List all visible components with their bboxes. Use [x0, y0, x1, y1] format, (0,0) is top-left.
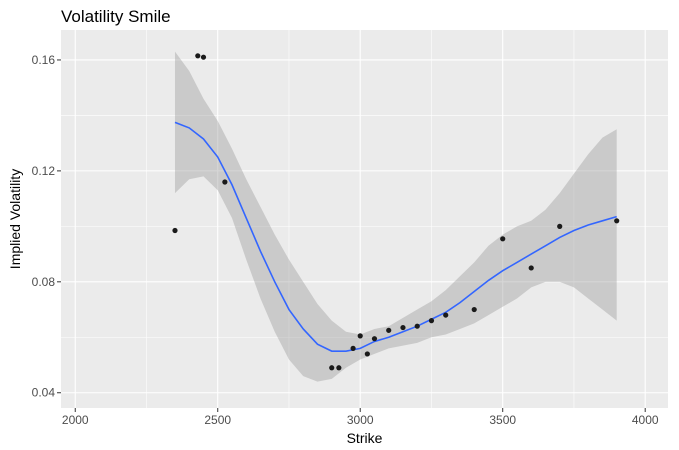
- y-tick-label: 0.04: [32, 386, 56, 400]
- x-tick-label: 4000: [632, 413, 659, 427]
- data-point: [500, 236, 506, 242]
- data-point: [371, 336, 378, 342]
- data-point: [350, 345, 356, 351]
- y-axis: 0.04 0.08 0.12 0.16: [32, 53, 61, 400]
- data-point: [471, 306, 477, 313]
- data-point: [557, 223, 563, 229]
- data-point: [400, 324, 406, 331]
- x-tick-label: 3000: [347, 413, 374, 427]
- y-axis-title: Implied Volatility: [7, 169, 23, 269]
- grid-lines: [61, 30, 668, 408]
- data-point: [336, 365, 342, 371]
- data-point: [614, 218, 620, 224]
- data-point: [414, 323, 420, 329]
- chart-title: Volatility Smile: [61, 7, 171, 26]
- plot-panel: [61, 30, 668, 408]
- y-tick-label: 0.12: [32, 164, 56, 178]
- data-point: [386, 327, 392, 333]
- y-tick-label: 0.16: [32, 53, 56, 67]
- x-tick-label: 3500: [489, 413, 516, 427]
- x-tick-label: 2000: [62, 413, 89, 427]
- data-point: [329, 365, 335, 371]
- x-tick-label: 2500: [204, 413, 231, 427]
- data-point: [195, 53, 201, 59]
- data-point: [172, 227, 178, 234]
- confidence-ribbon: [174, 51, 617, 382]
- data-point: [222, 179, 228, 185]
- x-axis: 2000 2500 3000 3500 4000: [62, 408, 659, 427]
- y-tick-label: 0.08: [32, 275, 56, 289]
- data-point: [364, 351, 370, 357]
- smooth-fit-line: [174, 121, 617, 352]
- data-point: [200, 54, 207, 60]
- data-point: [428, 318, 435, 324]
- data-points: [172, 53, 620, 371]
- x-axis-title: Strike: [347, 430, 383, 446]
- data-point: [443, 312, 449, 318]
- data-point: [528, 265, 534, 271]
- data-point: [357, 333, 363, 339]
